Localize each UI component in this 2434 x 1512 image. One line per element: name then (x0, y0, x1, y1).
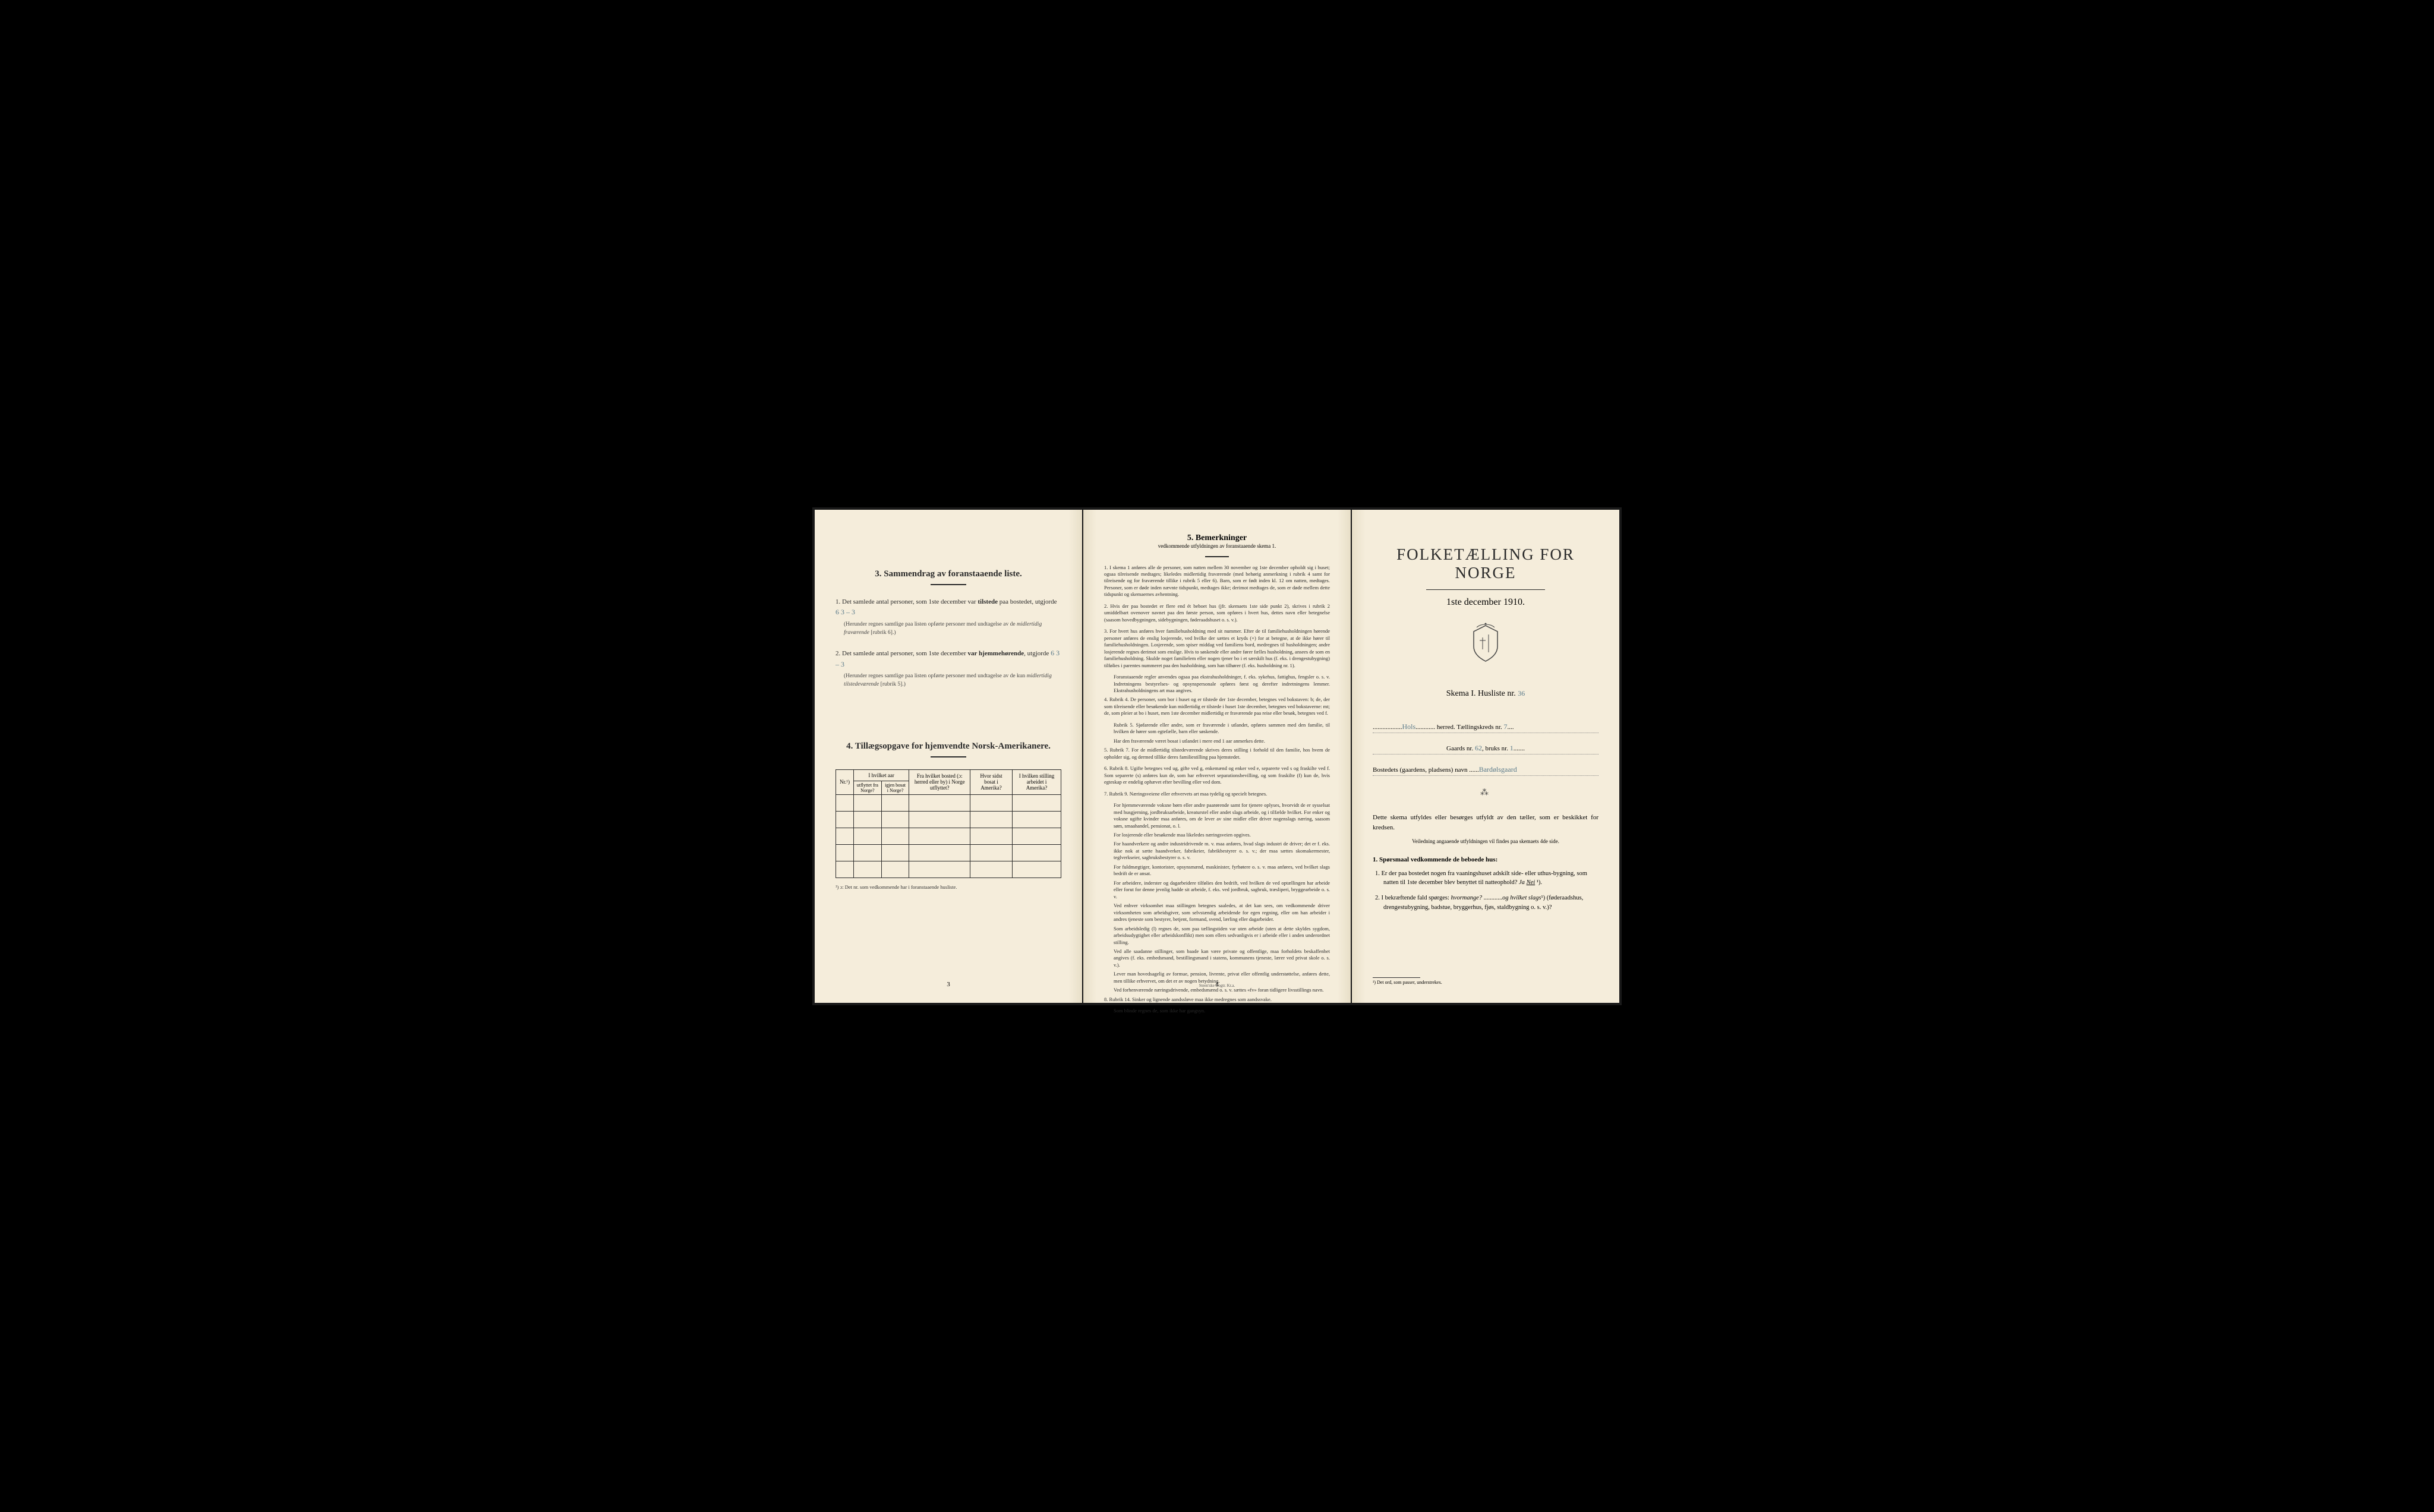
table-row (836, 844, 1061, 861)
rule-text: 2. Hvis der paa bostedet er flere end ét… (1104, 603, 1330, 623)
col-from: Fra hvilket bosted (ɔ: herred eller by) … (909, 769, 970, 794)
summary-item-1: 1. Det samlede antal personer, som 1ste … (835, 597, 1061, 637)
page-3: 3. Sammendrag av foranstaaende liste. 1.… (815, 510, 1082, 1003)
rule-text: Har den fraværende været bosat i utlande… (1114, 738, 1330, 744)
rule-text: For hjemmeværende voksne børn eller andr… (1114, 802, 1330, 829)
rule-text: Foranstaaende regler anvendes ogsaa paa … (1114, 674, 1330, 694)
rule-text: 5. Rubrik 7. For de midlertidig tilstede… (1104, 747, 1330, 760)
gaard-nr: 62 (1475, 744, 1482, 752)
rule-text: For arbeidere, inderster og dagarbeidere… (1114, 880, 1330, 900)
section-3-title: 3. Sammendrag av foranstaaende liste. (835, 569, 1061, 579)
table-footnote: ¹) ɔ: Det nr. som vedkommende har i fora… (835, 884, 1061, 890)
rule-text: Ved enhver virksomhet maa stillingen bet… (1114, 902, 1330, 923)
summary-item-2: 2. Det samlede antal personer, som 1ste … (835, 648, 1061, 689)
husliste-nr: 36 (1518, 689, 1525, 697)
rule-text: Ved alle saadanne stillinger, som baade … (1114, 948, 1330, 968)
item-2-note: (Herunder regnes samtlige paa listen opf… (844, 672, 1061, 689)
page-number: 3 (947, 981, 950, 988)
col-returned: igjen bosat i Norge? (881, 781, 909, 794)
question-1: 1. Er der paa bostedet nogen fra vaaning… (1383, 869, 1599, 888)
census-document: 3. Sammendrag av foranstaaende liste. 1.… (812, 507, 1622, 1005)
rule-text: 7. Rubrik 9. Næringsveiene eller erhverv… (1104, 791, 1330, 797)
right-footnote: ¹) Det ord, som passer, understrekes. (1373, 977, 1599, 985)
rule-text: Rubrik 5. Sjøfarende eller andre, som er… (1114, 722, 1330, 736)
rule-text: Ved forhenværende næringsdrivende, embed… (1114, 987, 1330, 993)
table-row (836, 794, 1061, 811)
rule-text: 8. Rubrik 14. Sinker og lignende aandssl… (1104, 996, 1330, 1003)
rule-text: 6. Rubrik 8. Ugifte betegnes ved ug, gif… (1104, 765, 1330, 785)
rule-text: For fuldmægtiger, kontorister, opsynsmæn… (1114, 864, 1330, 877)
bosted-line: Bostedets (gaardens, pladsens) navn ....… (1373, 765, 1599, 776)
page-title: FOLKETÆLLING FOR NORGE 1ste december 191… (1352, 510, 1619, 1003)
section-4-title: 4. Tillægsopgave for hjemvendte Norsk-Am… (835, 741, 1061, 752)
rule-text: 1. I skema 1 anføres alle de personer, s… (1104, 564, 1330, 598)
questions-header: 1. Spørsmaal vedkommende de beboede hus: (1373, 856, 1599, 863)
section-5-subtitle: vedkommende utfyldningen av foranstaaend… (1104, 543, 1330, 549)
divider (1426, 589, 1545, 590)
table-row (836, 828, 1061, 844)
col-year-head: I hvilket aar (853, 769, 909, 781)
answer-nei: Nei (1527, 879, 1536, 886)
handwritten-value-1: 6 3 – 3 (835, 608, 855, 616)
herred-line: ..................Hols............ herre… (1373, 722, 1599, 733)
bosted-navn: Bardølsgaard (1479, 765, 1517, 774)
instruction-sub: Veiledning angaaende utfyldningen vil fi… (1373, 838, 1599, 844)
herred-value: Hols (1402, 722, 1416, 731)
census-date: 1ste december 1910. (1373, 597, 1599, 608)
rule-text: 3. For hvert hus anføres hver familiehus… (1104, 628, 1330, 669)
divider (1205, 556, 1229, 557)
question-2: 2. I bekræftende fald spørges: hvormange… (1383, 894, 1599, 913)
table-row (836, 861, 1061, 877)
section-5-title: 5. Bemerkninger (1104, 534, 1330, 543)
rule-text: 4. Rubrik 4. De personer, som bor i huse… (1104, 696, 1330, 716)
rules-list: 1. I skema 1 anføres alle de personer, s… (1104, 564, 1330, 1015)
printer-mark: Steen'ske Bogtr. Kr.a. (1199, 983, 1235, 988)
col-position: I hvilken stilling arbeidet i Amerika? (1012, 769, 1061, 794)
emigrant-table: Nr.¹) I hvilket aar Fra hvilket bosted (… (835, 769, 1061, 878)
rule-text: Som arbeidsledig (l) regnes de, som paa … (1114, 926, 1330, 946)
page-4: 5. Bemerkninger vedkommende utfyldningen… (1083, 510, 1351, 1003)
gaard-line: Gaards nr. 62, bruks nr. 1....... (1373, 744, 1599, 755)
ornament-icon: ⁂ (1373, 788, 1599, 798)
col-where: Hvor sidst bosat i Amerika? (970, 769, 1013, 794)
krets-nr: 7 (1503, 722, 1507, 731)
divider (931, 756, 966, 757)
bruks-nr: 1 (1510, 744, 1514, 752)
item-1-note: (Herunder regnes samtlige paa listen opf… (844, 620, 1061, 637)
census-main-title: FOLKETÆLLING FOR NORGE (1373, 545, 1599, 582)
skema-line: Skema I. Husliste nr. 36 (1373, 689, 1599, 699)
col-nr: Nr.¹) (836, 769, 854, 794)
col-emigrated: utflyttet fra Norge? (853, 781, 881, 794)
coat-of-arms-icon (1373, 623, 1599, 671)
rule-text: For haandverkere og andre industridriven… (1114, 841, 1330, 861)
divider (931, 584, 966, 585)
instruction-text: Dette skema utfyldes eller besørges utfy… (1373, 813, 1599, 834)
rule-text: Som blinde regnes de, som ikke har gangs… (1114, 1008, 1330, 1014)
rule-text: For losjerende eller besøkende maa likel… (1114, 832, 1330, 838)
table-row (836, 811, 1061, 828)
